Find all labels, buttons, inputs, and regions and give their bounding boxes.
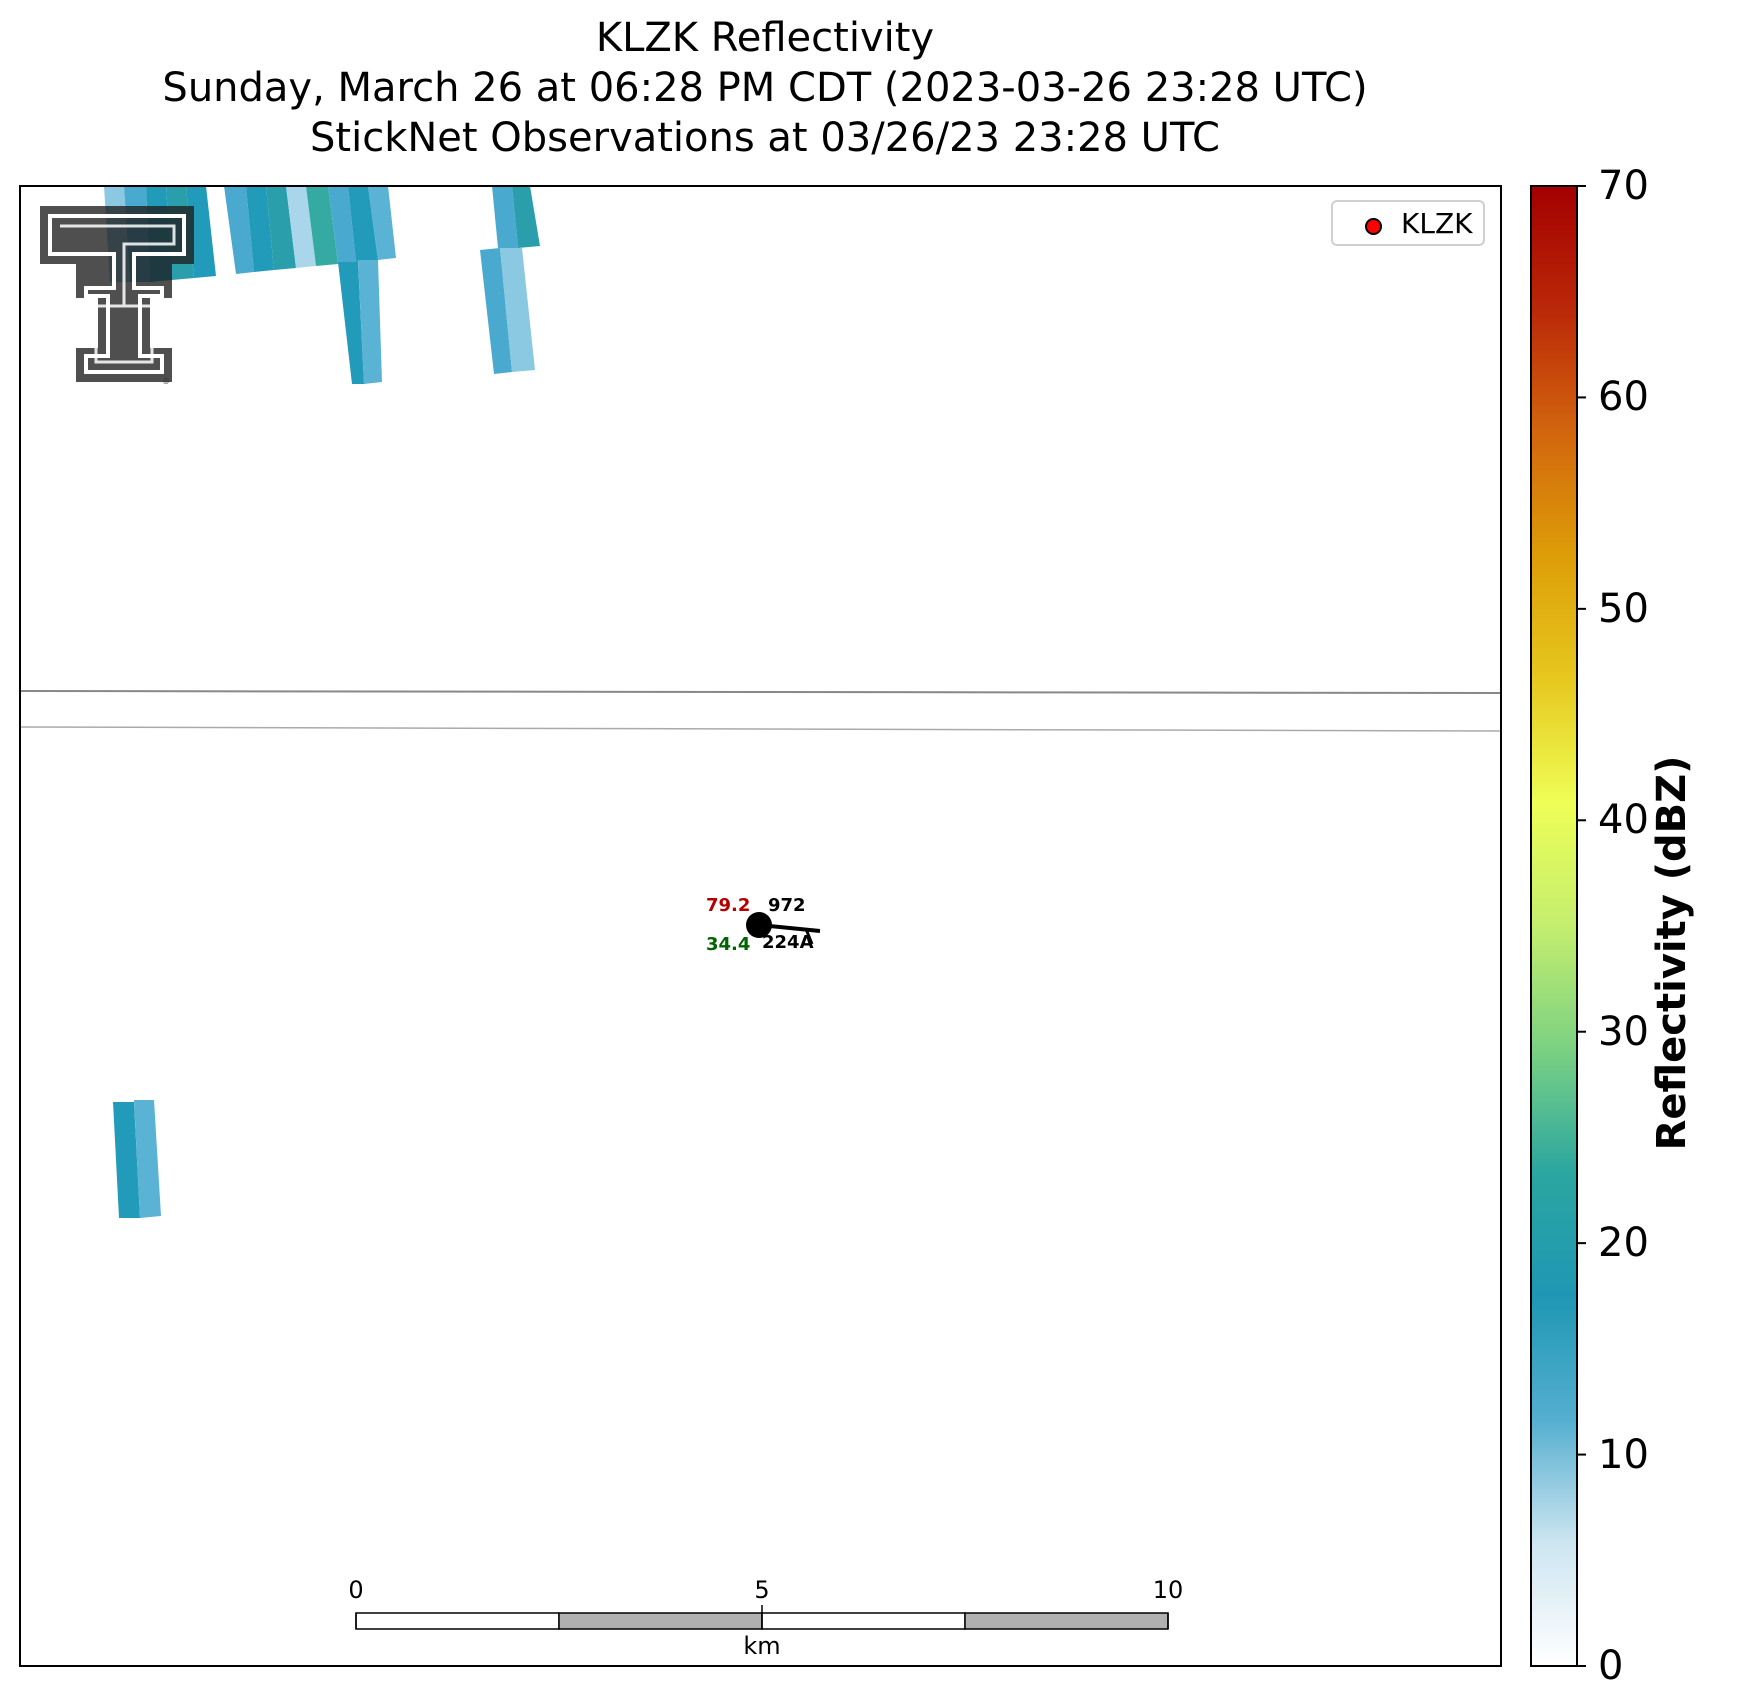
- reflectivity-gate: [306, 186, 338, 266]
- colorbar: [1530, 185, 1578, 1667]
- chart-title: KLZK Reflectivity: [595, 15, 935, 61]
- chart-subtitle-obs: StickNet Observations at 03/26/23 23:28 …: [310, 115, 1220, 161]
- colorbar-tick-label: 30: [1598, 1008, 1649, 1055]
- reflectivity-gate: [512, 186, 540, 248]
- chart-subtitle-time: Sunday, March 26 at 06:28 PM CDT (2023-0…: [162, 65, 1368, 111]
- reflectivity-gate: [113, 1102, 140, 1218]
- wind-barb-flag: [804, 928, 814, 945]
- reflectivity-gate: [286, 186, 316, 268]
- reflectivity-gate: [266, 186, 296, 270]
- legend-marker-icon: [1365, 218, 1382, 235]
- colorbar-tick-label: 10: [1598, 1431, 1649, 1478]
- reflectivity-gate: [492, 186, 518, 248]
- station-plot: [746, 912, 821, 945]
- legend-label: KLZK: [1401, 207, 1473, 240]
- scale-tick-5: 5: [754, 1576, 770, 1604]
- svg-text:®: ®: [162, 377, 170, 386]
- colorbar-ticks: [1577, 185, 1586, 1667]
- reflectivity-gate: [338, 262, 364, 384]
- legend: KLZK: [1331, 200, 1485, 246]
- colorbar-tick-label: 70: [1598, 163, 1649, 209]
- station-dewpoint: 34.4: [706, 934, 751, 955]
- reflectivity-gate: [348, 186, 378, 262]
- colorbar-tick-label: 50: [1598, 585, 1649, 632]
- reflectivity-gate: [328, 186, 356, 264]
- scale-tick-0: 0: [348, 1576, 364, 1604]
- map-border: [19, 185, 1502, 1667]
- reflectivity-gate: [480, 248, 512, 374]
- reflectivity-gate: [134, 1100, 161, 1218]
- scale-tick-10: 10: [1152, 1576, 1184, 1604]
- reflectivity-gate: [224, 186, 254, 274]
- double-t-logo-icon: ®: [40, 206, 194, 386]
- station-id: 224A: [762, 932, 814, 953]
- reflectivity-gate: [368, 186, 396, 260]
- colorbar-tick-label: 40: [1598, 797, 1649, 844]
- reflectivity-gate: [358, 260, 382, 384]
- colorbar-tick-label: 60: [1598, 374, 1649, 421]
- boundary-line: [19, 690, 1502, 694]
- wind-barb-icon: [758, 923, 821, 933]
- colorbar-tick-label: 20: [1598, 1220, 1649, 1267]
- scale-unit: km: [743, 1632, 781, 1660]
- reflectivity-gate: [500, 248, 535, 372]
- colorbar-label: Reflectivity (dBZ): [1649, 755, 1695, 1151]
- scale-bar: [355, 1605, 1169, 1630]
- reflectivity-gate: [246, 186, 274, 272]
- station-pressure: 972: [768, 895, 806, 916]
- road-line: [19, 726, 1502, 732]
- station-temperature: 79.2: [706, 895, 751, 916]
- colorbar-tick-label: 0: [1598, 1643, 1624, 1689]
